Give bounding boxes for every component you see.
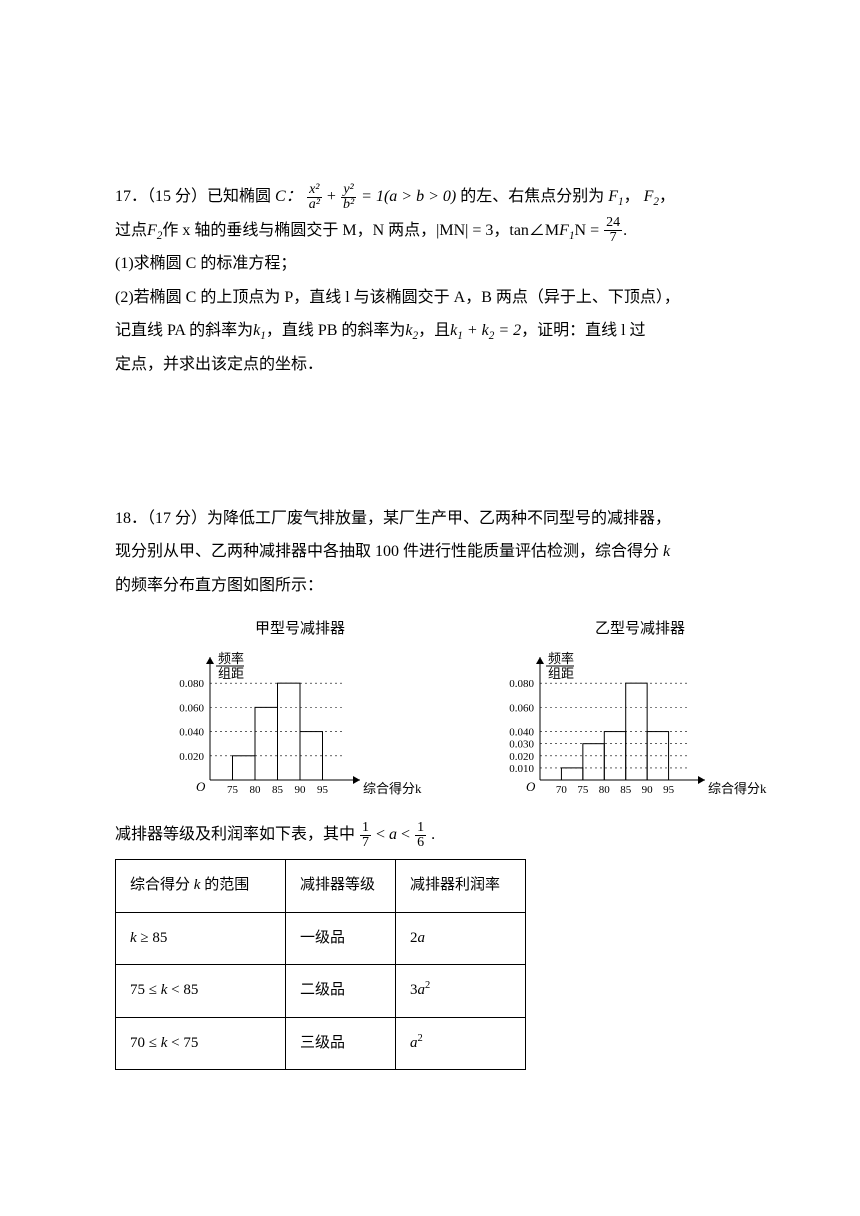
table-row: k ≥ 85一级品2a <box>116 912 526 965</box>
table-header-cell: 综合得分 k 的范围 <box>116 860 286 913</box>
svg-text:0.080: 0.080 <box>179 678 204 690</box>
f1b: F1 <box>559 222 574 239</box>
q18-intro-b: 现分别从甲、乙两种减排器中各抽取 100 件进行性能质量评估检测，综合得分 k <box>115 535 750 569</box>
f2: F2 <box>644 188 659 205</box>
table-cell: 3a2 <box>396 965 526 1018</box>
chart-a-title: 甲型号减排器 <box>155 614 445 646</box>
table-cell: k ≥ 85 <box>116 912 286 965</box>
table-cell: a2 <box>396 1017 526 1070</box>
tail: 的左、右焦点分别为 <box>460 188 604 205</box>
k1: k1 <box>253 322 266 339</box>
k2: k2 <box>405 322 418 339</box>
t: 过点 <box>115 222 147 239</box>
svg-text:0.060: 0.060 <box>179 702 204 714</box>
t: 减排器等级及利润率如下表，其中 <box>115 826 355 843</box>
svg-text:0.080: 0.080 <box>509 678 534 690</box>
svg-text:O: O <box>526 779 536 794</box>
svg-text:0.010: 0.010 <box>509 763 534 775</box>
f1: F1 <box>608 188 623 205</box>
svg-text:95: 95 <box>663 784 675 796</box>
kvar: k <box>659 543 670 560</box>
t3: N = <box>575 222 604 239</box>
dot: . <box>623 222 627 239</box>
svg-text:综合得分k: 综合得分k <box>708 781 767 796</box>
svg-text:85: 85 <box>620 784 632 796</box>
svg-text:综合得分k: 综合得分k <box>363 781 422 796</box>
table-cell: 2a <box>396 912 526 965</box>
t4: ，证明：直线 l 过 <box>521 322 645 339</box>
t: 记直线 PA 的斜率为 <box>115 322 253 339</box>
svg-text:80: 80 <box>599 784 611 796</box>
svg-text:频率: 频率 <box>548 651 574 666</box>
q17-part2g: 定点，并求出该定点的坐标． <box>115 348 750 382</box>
ksum: k1 + k2 = 2 <box>450 322 521 339</box>
table-header-cell: 减排器利润率 <box>396 860 526 913</box>
svg-text:0.020: 0.020 <box>509 751 534 763</box>
frac-1-6: 16 <box>415 821 426 850</box>
svg-text:O: O <box>196 779 206 794</box>
svg-text:0.040: 0.040 <box>179 726 204 738</box>
grade-table: 综合得分 k 的范围减排器等级减排器利润率k ≥ 85一级品2a75 ≤ k <… <box>115 859 526 1070</box>
svg-text:频率: 频率 <box>218 651 244 666</box>
t2: ，直线 PB 的斜率为 <box>266 322 406 339</box>
svg-text:85: 85 <box>272 784 284 796</box>
frac-247: 247 <box>604 216 622 245</box>
svg-text:70: 70 <box>556 784 568 796</box>
q17-line1: 17．（15 分）已知椭圆 C： x²a² + y²b² = 1(a > b >… <box>115 180 750 214</box>
plus: + <box>327 188 340 205</box>
q17-part2b: 记直线 PA 的斜率为k1，直线 PB 的斜率为k2，且k1 + k2 = 2，… <box>115 314 750 348</box>
lt1: < a < <box>376 826 414 843</box>
table-header-cell: 减排器等级 <box>286 860 396 913</box>
t3: ，且 <box>418 322 450 339</box>
q17-line2: 过点F2作 x 轴的垂线与椭圆交于 M，N 两点，|MN| = 3，tan∠MF… <box>115 214 750 248</box>
svg-text:80: 80 <box>250 784 262 796</box>
f2b: F2 <box>147 222 162 239</box>
svg-text:90: 90 <box>295 784 307 796</box>
t2: 作 x 轴的垂线与椭圆交于 M，N 两点，|MN| = 3，tan∠M <box>162 222 559 239</box>
svg-text:组距: 组距 <box>548 666 574 681</box>
chart-a-svg: 频率组距 O 0.020 0.040 0.060 0.080 75 80 85 90 95 综合得分k <box>155 650 445 810</box>
table-cell: 二级品 <box>286 965 396 1018</box>
table-cell: 75 ≤ k < 85 <box>116 965 286 1018</box>
q17-part2a: (2)若椭圆 C 的上顶点为 P，直线 l 与该椭圆交于 A，B 两点（异于上、… <box>115 281 750 315</box>
q17-part1: (1)求椭圆 C 的标准方程； <box>115 247 750 281</box>
table-cell: 三级品 <box>286 1017 396 1070</box>
svg-text:0.060: 0.060 <box>509 702 534 714</box>
q17-ellipse-label: C： <box>275 188 302 205</box>
svg-text:0.030: 0.030 <box>509 739 534 751</box>
svg-text:75: 75 <box>577 784 589 796</box>
t: 现分别从甲、乙两种减排器中各抽取 100 件进行性能质量评估检测，综合得分 <box>115 543 659 560</box>
q17-num: 17．（15 分）已知椭圆 <box>115 188 271 205</box>
svg-text:75: 75 <box>227 784 239 796</box>
chart-b-svg: 频率组距 O 0.0100.0200.0300.040 0.060 0.080 70 75 8… <box>485 650 795 810</box>
charts-row: 甲型号减排器 频率组距O0.0200.0400.0600.08075808590… <box>155 614 750 810</box>
frac-x2a2: x²a² <box>307 183 322 212</box>
chart-b-title: 乙型号减排器 <box>485 614 795 646</box>
table-row: 75 ≤ k < 85二级品3a2 <box>116 965 526 1018</box>
chart-a-wrap: 甲型号减排器 频率组距 O 0.020 0.040 0.060 0.080 75 80 85 90… <box>155 614 445 810</box>
table-cell: 一级品 <box>286 912 396 965</box>
dot: . <box>431 826 435 843</box>
svg-text:0.040: 0.040 <box>509 726 534 738</box>
table-cell: 70 ≤ k < 75 <box>116 1017 286 1070</box>
chart-b-wrap: 乙型号减排器 频率组距 O 0.0100.0200.0300.040 0.060 0.0… <box>485 614 795 810</box>
q18-intro-a: 18．（17 分）为降低工厂废气排放量，某厂生产甲、乙两种不同型号的减排器， <box>115 502 750 536</box>
svg-text:90: 90 <box>642 784 654 796</box>
eq: = 1(a > b > 0) <box>361 188 456 205</box>
q18-table-intro: 减排器等级及利润率如下表，其中 17 < a < 16 . <box>115 818 750 852</box>
comma: ， <box>624 188 640 205</box>
svg-text:0.020: 0.020 <box>179 751 204 763</box>
frac-y2b2: y²b² <box>341 183 356 212</box>
svg-text:组距: 组距 <box>218 666 244 681</box>
svg-text:95: 95 <box>317 784 329 796</box>
table-row: 70 ≤ k < 75三级品a2 <box>116 1017 526 1070</box>
frac-1-7: 17 <box>360 821 371 850</box>
q18-intro-c: 的频率分布直方图如图所示： <box>115 569 750 603</box>
